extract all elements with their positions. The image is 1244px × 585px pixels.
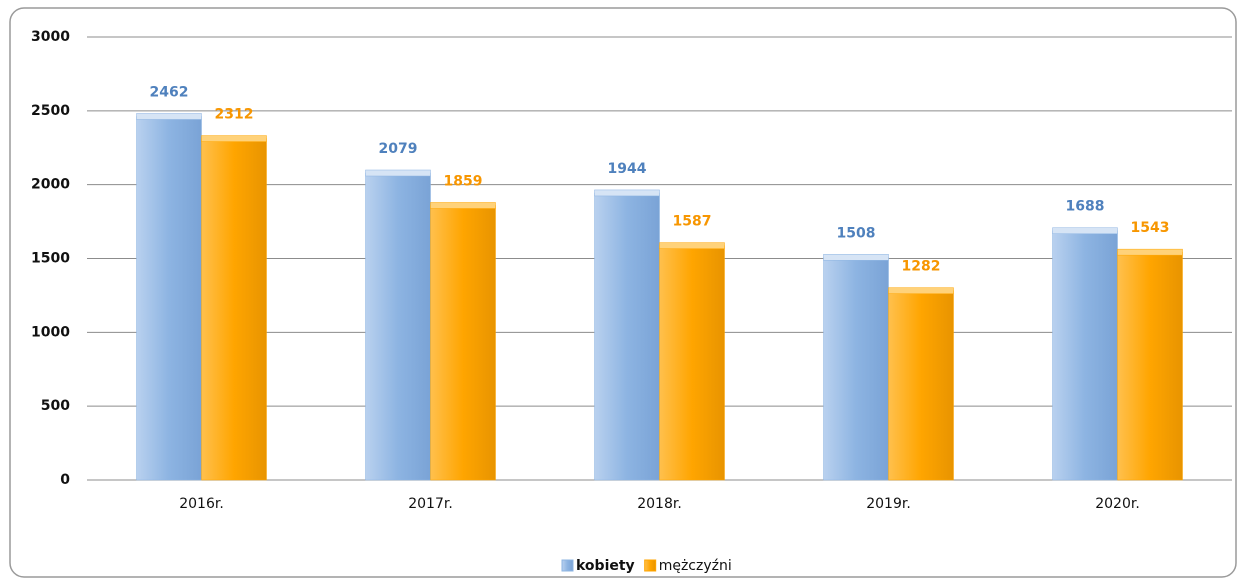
bar-top [823, 254, 889, 261]
data-label: 2462 [150, 84, 189, 100]
bar [136, 116, 202, 481]
bar-top [1052, 227, 1118, 234]
data-label: 2312 [215, 107, 254, 123]
x-tick-label: 2018r. [637, 496, 682, 512]
y-tick-label: 2500 [31, 103, 70, 119]
data-label: 1508 [837, 225, 876, 241]
legend-swatch [561, 559, 574, 572]
data-label: 1543 [1131, 220, 1170, 236]
bar [659, 245, 725, 481]
y-tick-label: 0 [60, 472, 70, 488]
bar-top [365, 169, 431, 177]
y-tick-label: 1000 [31, 324, 70, 340]
x-tick-label: 2019r. [866, 496, 911, 512]
data-label: 2079 [379, 141, 418, 157]
bar-top [136, 113, 202, 120]
bar-top [1117, 248, 1183, 256]
bar [201, 138, 267, 481]
bar [823, 257, 889, 481]
data-label: 1859 [444, 173, 483, 189]
data-label: 1944 [608, 161, 647, 177]
y-tick-label: 3000 [31, 29, 70, 45]
bar-top [888, 287, 954, 294]
bar [594, 192, 660, 481]
legend-swatch [644, 559, 657, 572]
bar [1052, 230, 1118, 481]
bar [1117, 251, 1183, 481]
bar-top [430, 202, 496, 209]
x-tick-label: 2020r. [1095, 496, 1140, 512]
bar-top [594, 189, 660, 197]
bar [888, 290, 954, 481]
x-tick-label: 2016r. [179, 496, 224, 512]
legend-label: mężczyźni [659, 558, 732, 574]
bar-top [201, 135, 267, 142]
y-tick-label: 1500 [31, 251, 70, 267]
data-label: 1282 [902, 259, 941, 275]
bar [365, 172, 431, 481]
bar [430, 205, 496, 481]
x-tick-label: 2017r. [408, 496, 453, 512]
bar-top [659, 242, 725, 249]
data-label: 1587 [673, 214, 712, 230]
y-tick-label: 2000 [31, 177, 70, 193]
legend-label: kobiety [576, 558, 635, 574]
y-tick-label: 500 [41, 398, 70, 414]
data-label: 1688 [1066, 199, 1105, 215]
